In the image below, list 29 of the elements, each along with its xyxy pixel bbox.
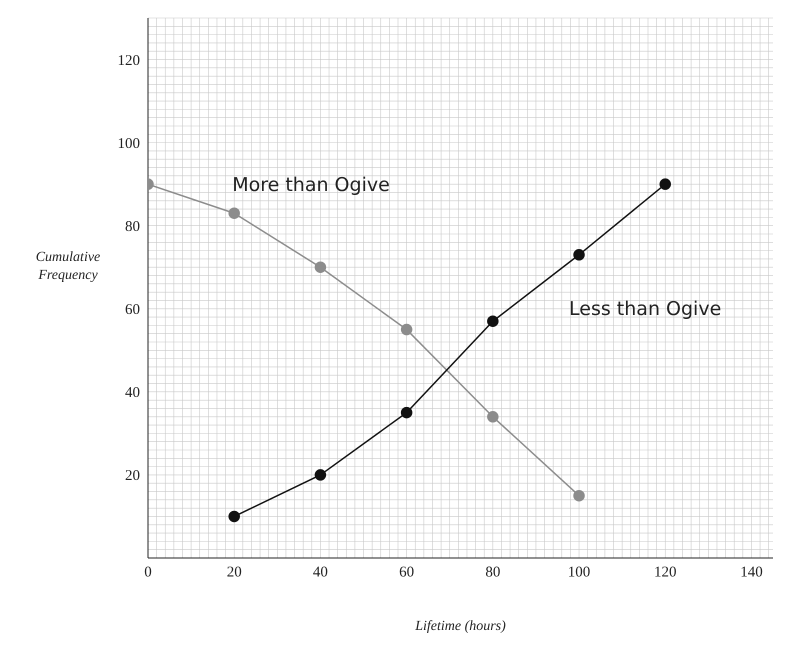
x-axis-title: Lifetime (hours) [414,619,506,634]
y-tick-label: 60 [125,302,140,318]
point [659,178,671,190]
y-tick-label: 100 [118,136,140,152]
point [487,315,499,327]
x-tick-label: 80 [485,564,500,581]
point [314,469,326,481]
x-tick-label: 20 [226,564,242,581]
point [314,261,326,273]
point [400,406,412,418]
point [228,207,240,219]
y-tick-label: 120 [118,52,140,69]
series-label: More than Ogive [232,174,390,196]
y-axis-title: Cumulative Frequency [36,250,100,283]
x-tick-label: 120 [654,564,676,581]
y-tick-label: 40 [125,385,140,402]
point [573,490,585,502]
point [228,510,240,522]
x-tick-label: 0 [144,564,152,581]
series-label: Less than Ogive [569,298,722,320]
x-tick-label: 60 [399,564,414,581]
x-tick-label: 140 [740,564,763,581]
point [573,249,585,261]
x-tick-label: 40 [312,564,328,581]
y-tick-label: 80 [125,219,140,236]
y-tick-label: 20 [125,468,140,484]
x-tick-label: 100 [568,564,590,581]
point [487,411,499,423]
point [400,324,412,336]
